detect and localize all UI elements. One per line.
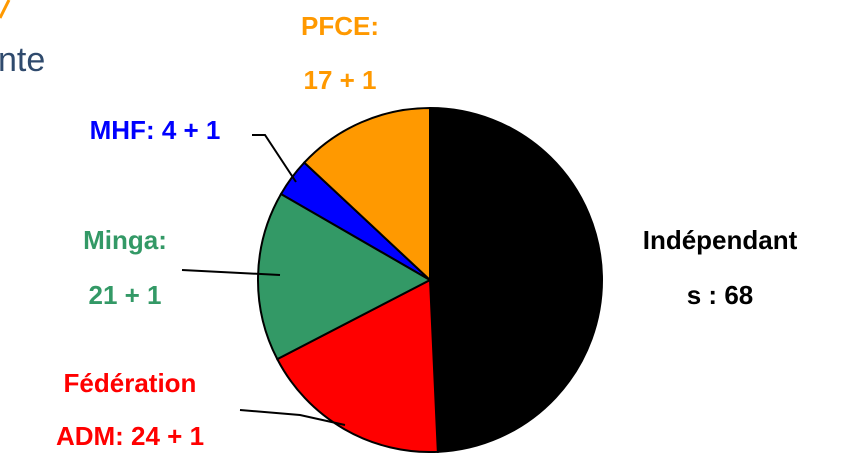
pie-slice xyxy=(429,106,603,453)
pie-slice xyxy=(302,106,431,283)
slice-label: Fédération xyxy=(64,368,197,398)
slice-label: 21 + 1 xyxy=(88,280,161,310)
slice-label: PFCE: xyxy=(301,11,379,41)
leader-line xyxy=(252,134,297,183)
slice-label: 17 + 1 xyxy=(303,65,376,95)
pie-slice xyxy=(257,192,433,361)
leader-line xyxy=(239,409,346,426)
slice-label: MHF: 4 + 1 xyxy=(90,115,221,145)
slice-label: Minga: xyxy=(83,225,167,255)
leader-line xyxy=(181,269,281,276)
slice-label: s : 68 xyxy=(687,280,754,310)
pie-slice xyxy=(275,278,439,453)
slice-label: Indépendant xyxy=(643,225,798,255)
annotation: nte xyxy=(0,41,45,79)
decoration xyxy=(0,0,11,19)
slice-label: ADM: 24 + 1 xyxy=(56,421,204,451)
